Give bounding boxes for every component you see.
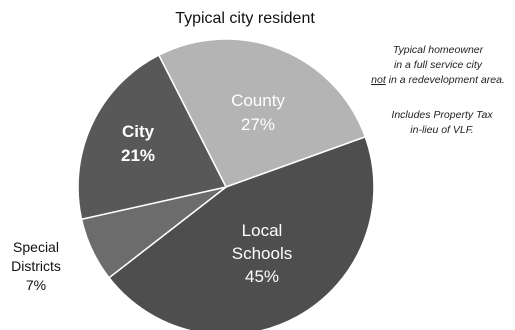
slice-label-line: City — [122, 122, 155, 141]
slice-label-county: County 27% — [231, 91, 285, 134]
slice-label-line: 27% — [241, 115, 275, 134]
note-line: in-lieu of VLF. — [410, 124, 473, 136]
note-text: not — [371, 74, 387, 86]
note-text: Typical homeowner — [393, 44, 484, 56]
note-text: in a redevelopment area. — [386, 74, 505, 86]
pie-slice-county — [157, 38, 367, 188]
pie-slice-city — [77, 54, 228, 221]
slice-label-line: Special — [13, 239, 59, 255]
chart-notes: Typical homeowner in a full service city n… — [371, 44, 505, 136]
slice-label-line: 7% — [26, 277, 46, 293]
slice-label-city: City 21% — [121, 122, 155, 165]
slice-label-special-districts: Special Districts 7% — [11, 239, 61, 293]
note-text: in a full service city — [394, 59, 483, 71]
slice-label-line: Schools — [232, 244, 292, 263]
slice-label-line: Local — [242, 221, 283, 240]
slice-label-line: 21% — [121, 146, 155, 165]
slice-label-local-schools: Local Schools 45% — [232, 221, 292, 286]
slice-label-line: County — [231, 91, 285, 110]
slice-label-line: 45% — [245, 267, 279, 286]
pie-labels: County 27% Local Schools 45% Special Districts… — [11, 91, 292, 293]
note-text: in-lieu of VLF. — [410, 124, 473, 136]
note-line: Typical homeowner — [393, 44, 484, 56]
chart-title: Typical city resident — [175, 10, 315, 27]
pie-slice-local-schools — [108, 135, 375, 330]
note-line: not in a redevelopment area. — [371, 74, 505, 86]
slice-label-line: Districts — [11, 258, 61, 274]
note-text: Includes Property Tax — [391, 109, 493, 121]
pie-slices — [77, 38, 375, 330]
note-line: Includes Property Tax — [391, 109, 493, 121]
note-line: in a full service city — [394, 59, 483, 71]
